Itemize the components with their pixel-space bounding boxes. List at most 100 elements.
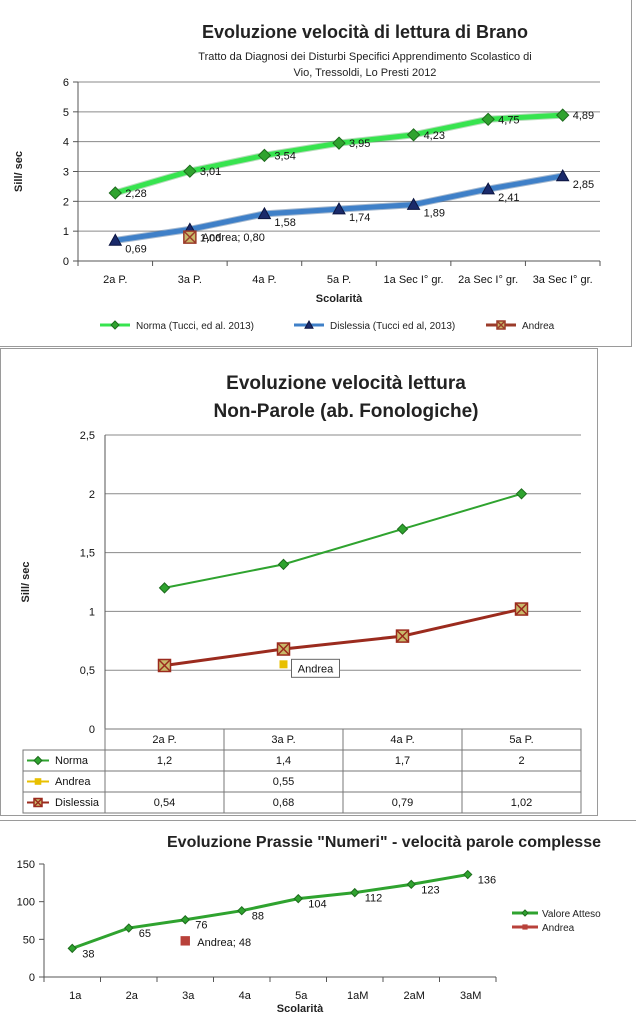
y-tick-label: 0 — [89, 724, 95, 736]
legend-label: Norma (Tucci, ed al. 2013) — [136, 321, 254, 332]
x-tick-label: 4a P. — [252, 274, 276, 286]
data-point-dislessia — [157, 658, 172, 673]
data-point-valore-atteso — [67, 943, 77, 954]
data-point-valore-atteso — [124, 923, 134, 933]
data-point-norma — [257, 148, 272, 163]
y-axis-label: Sill/ sec — [13, 151, 25, 192]
y-tick-label: 50 — [23, 934, 35, 946]
data-label-norma: 2,28 — [125, 188, 146, 200]
table-category: 2a P. — [152, 734, 176, 746]
data-label-dislessia: 2,85 — [573, 179, 594, 191]
callout-box-andrea — [291, 658, 340, 678]
y-tick-label: 2 — [63, 196, 69, 208]
x-tick-label: 2a P. — [103, 274, 127, 286]
y-tick-label: 100 — [17, 897, 35, 909]
x-tick-label: 3aM — [460, 990, 481, 1002]
data-label-dislessia: 1,58 — [274, 217, 295, 229]
table-cell: 0,55 — [273, 776, 294, 788]
y-tick-label: 1,5 — [80, 548, 95, 560]
y-tick-label: 1 — [89, 606, 95, 618]
table-legend-marker — [33, 755, 43, 766]
x-tick-label: 2a Sec I° gr. — [458, 274, 518, 286]
data-label-andrea: Andrea; 48 — [197, 937, 251, 949]
legend-marker — [521, 909, 529, 917]
data-label-dislessia: 0,69 — [125, 243, 146, 255]
y-tick-label: 2 — [89, 489, 95, 501]
y-tick-label: 4 — [63, 137, 69, 149]
data-label-norma: 3,01 — [200, 166, 221, 178]
y-tick-label: 3 — [63, 167, 69, 179]
table-cell: 2 — [518, 755, 524, 767]
table-cell: 1,4 — [276, 755, 291, 767]
x-axis-label: Scolarità — [316, 293, 363, 305]
data-label-dislessia: 1,89 — [424, 208, 445, 220]
series-line-shadow — [114, 111, 563, 197]
chart-panel-brano: Evoluzione velocità di lettura di Brano T… — [0, 0, 632, 347]
data-label-norma: 3,54 — [274, 150, 295, 162]
series-line-norma — [164, 492, 522, 589]
legend-marker — [522, 924, 528, 930]
callout-label-andrea: Andrea — [298, 663, 334, 675]
data-point-norma — [406, 128, 421, 142]
data-label-andrea: Andrea; 0,80 — [202, 232, 265, 244]
data-point-norma — [556, 108, 570, 122]
table-row — [22, 791, 582, 814]
data-label-valore-atteso: 123 — [421, 884, 439, 896]
series-line-valore-atteso — [71, 873, 469, 950]
x-tick-label: 3a P. — [178, 274, 202, 286]
data-label-valore-atteso: 104 — [308, 899, 326, 911]
data-point-valore-atteso — [350, 887, 360, 898]
data-label-dislessia: 2,41 — [498, 192, 519, 204]
chart-brano: Evoluzione velocità di lettura di Brano T… — [13, 22, 601, 332]
data-label-norma: 3,95 — [349, 138, 370, 150]
data-label-valore-atteso: 38 — [82, 948, 94, 960]
data-label-valore-atteso: 88 — [252, 911, 264, 923]
y-tick-label: 0 — [63, 256, 69, 268]
data-label-valore-atteso: 112 — [365, 893, 383, 905]
data-point-andrea — [183, 230, 197, 244]
data-label-norma: 4,89 — [573, 110, 594, 122]
legend-label: Andrea — [522, 321, 555, 332]
legend-marker — [496, 320, 506, 330]
chart-title: Evoluzione velocità lettura — [226, 373, 466, 394]
table-category: 4a P. — [390, 734, 414, 746]
legend-marker — [110, 320, 120, 330]
x-tick-label: 1a Sec I° gr. — [384, 274, 444, 286]
chart-panel-non-parole: Evoluzione velocità lettura Non-Parole (a… — [0, 348, 598, 816]
y-tick-label: 1 — [63, 226, 69, 238]
table-cell: 0,79 — [392, 797, 413, 809]
table-legend-marker — [34, 778, 42, 785]
data-label-norma: 4,75 — [498, 114, 519, 126]
x-tick-label: 2aM — [404, 990, 425, 1002]
data-point-andrea — [180, 936, 190, 946]
x-tick-label: 2a — [126, 990, 139, 1002]
y-tick-label: 5 — [63, 107, 69, 119]
data-label-valore-atteso: 65 — [139, 928, 151, 940]
table-cell: 0,68 — [273, 797, 294, 809]
data-point-dislessia — [276, 642, 291, 656]
table-series-name: Dislessia — [55, 797, 100, 809]
data-label-dislessia: 1,74 — [349, 212, 370, 224]
chart-non-parole: Evoluzione velocità lettura Non-Parole (a… — [20, 373, 582, 814]
x-axis-label: Scolarità — [277, 1003, 324, 1015]
x-tick-label: 1a — [69, 990, 82, 1002]
chart-subtitle: Tratto da Diagnosi dei Disturbi Specific… — [198, 51, 531, 63]
x-tick-label: 4a — [239, 990, 252, 1002]
table-cell: 0,54 — [154, 797, 175, 809]
data-point-dislessia — [555, 168, 570, 182]
data-point-dislessia — [108, 233, 123, 246]
table-row — [22, 749, 582, 772]
table-cell: 1,2 — [157, 755, 172, 767]
data-point-norma — [108, 186, 122, 200]
data-label-norma: 4,23 — [424, 130, 445, 142]
data-point-dislessia — [514, 602, 529, 616]
data-point-dislessia — [332, 202, 346, 215]
chart-title: Evoluzione Prassie "Numeri" - velocità p… — [167, 834, 601, 851]
chart-subtitle-2: Vio, Tressoldi, Lo Presti 2012 — [294, 67, 437, 79]
data-label-dislessia: 1,06 — [200, 232, 221, 244]
y-tick-label: 0 — [29, 972, 35, 984]
x-tick-label: 1aM — [347, 990, 368, 1002]
y-tick-label: 6 — [63, 77, 69, 89]
table-category: 3a P. — [271, 734, 295, 746]
x-tick-label: 3a Sec I° gr. — [533, 274, 593, 286]
